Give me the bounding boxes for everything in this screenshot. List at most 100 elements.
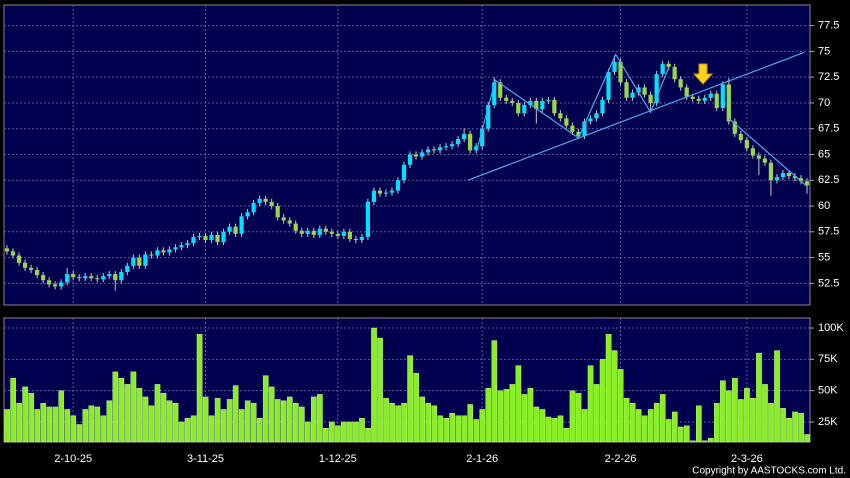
candle-body — [22, 262, 28, 268]
volume-bar — [545, 416, 552, 443]
candle-body — [28, 267, 34, 270]
volume-bar — [732, 377, 738, 443]
candle-body — [431, 149, 437, 151]
y-tick-label: 67.5 — [818, 123, 839, 135]
volume-bar — [533, 406, 540, 443]
volume-bar — [521, 394, 528, 443]
candle-body — [588, 118, 593, 122]
candle-body — [750, 148, 755, 156]
volume-bar — [804, 434, 810, 443]
x-tick-label: 1-12-25 — [319, 453, 357, 465]
candle-body — [768, 162, 774, 181]
candle-body — [89, 276, 94, 279]
volume-bar — [274, 399, 281, 443]
candle-body — [678, 79, 683, 88]
candle-body — [245, 212, 250, 217]
candle-body — [486, 105, 491, 129]
candle-body — [516, 102, 521, 114]
candle-body — [107, 274, 112, 277]
candle-body — [317, 228, 322, 235]
volume-bar — [467, 404, 474, 443]
volume-bar — [112, 371, 119, 443]
candle-body — [34, 269, 40, 276]
candle-body — [780, 173, 786, 178]
candle-body — [708, 93, 713, 98]
candle-body — [293, 223, 298, 231]
candle-body — [612, 61, 617, 73]
candle-body — [299, 230, 304, 234]
candle-body — [756, 155, 761, 159]
volume-bar — [106, 400, 113, 443]
volume-bar — [196, 334, 203, 443]
y-tick-label: 65 — [818, 148, 830, 160]
volume-bar — [611, 350, 618, 443]
x-tick-label: 2-3-26 — [731, 453, 763, 465]
candle-body — [558, 113, 563, 119]
volume-bar — [455, 415, 462, 443]
candle-body — [353, 239, 358, 241]
volume-bar — [599, 359, 606, 443]
volume-bar — [28, 392, 34, 443]
trendline — [467, 51, 805, 181]
volume-bar — [623, 397, 630, 443]
candle-body — [401, 164, 407, 181]
volume-bar — [690, 440, 696, 443]
candle-body — [792, 176, 798, 179]
volume-bar — [166, 400, 173, 443]
candle-body — [804, 181, 810, 186]
candle-body — [510, 100, 515, 103]
candle-body — [546, 99, 551, 101]
volume-bar — [82, 409, 89, 443]
volume-bar — [635, 409, 642, 443]
candle-body — [654, 74, 659, 103]
volume-bar — [323, 428, 329, 443]
candle-body — [167, 249, 172, 253]
y-tick-label: 52.5 — [818, 277, 839, 289]
candle-body — [125, 265, 130, 273]
volume-bar — [118, 377, 125, 443]
volume-bar — [100, 415, 107, 443]
volume-bar — [479, 409, 486, 443]
price-panel — [3, 4, 811, 306]
candle-body — [4, 248, 10, 252]
candle-body — [606, 72, 611, 100]
volume-bar — [389, 402, 395, 443]
candle-body — [383, 192, 389, 194]
y-tick-label: 62.5 — [818, 174, 839, 186]
volume-bar — [88, 405, 95, 443]
candle-body — [209, 234, 214, 241]
volume-bar — [629, 402, 636, 443]
volume-bar — [714, 402, 720, 443]
candle-body — [119, 272, 124, 281]
candle-body — [16, 255, 22, 263]
volume-bar — [268, 386, 275, 443]
candle-body — [714, 93, 719, 109]
candle-body — [347, 231, 352, 240]
volume-bar — [587, 365, 594, 443]
candle-body — [636, 87, 641, 93]
volume-bar — [437, 415, 443, 443]
volume-bar — [419, 396, 425, 443]
candle-body — [576, 131, 581, 136]
volume-bar — [383, 397, 389, 443]
volume-bar — [172, 402, 179, 443]
candle-body — [462, 133, 467, 140]
volume-bar — [720, 380, 726, 443]
volume-bar — [671, 411, 678, 443]
candle-body — [95, 278, 100, 280]
volume-bar — [130, 371, 137, 443]
volume-bar — [305, 421, 311, 443]
volume-bar — [431, 405, 437, 443]
candle-body — [251, 202, 256, 213]
candle-body — [161, 250, 166, 253]
volume-bar — [262, 375, 269, 443]
volume-bar — [708, 438, 714, 443]
volume-bar — [40, 402, 47, 443]
candle-body — [233, 226, 238, 234]
volume-bar — [202, 396, 209, 443]
volume-bar — [184, 418, 191, 443]
candle-body — [480, 128, 485, 147]
y-tick-label: 60 — [818, 200, 830, 212]
